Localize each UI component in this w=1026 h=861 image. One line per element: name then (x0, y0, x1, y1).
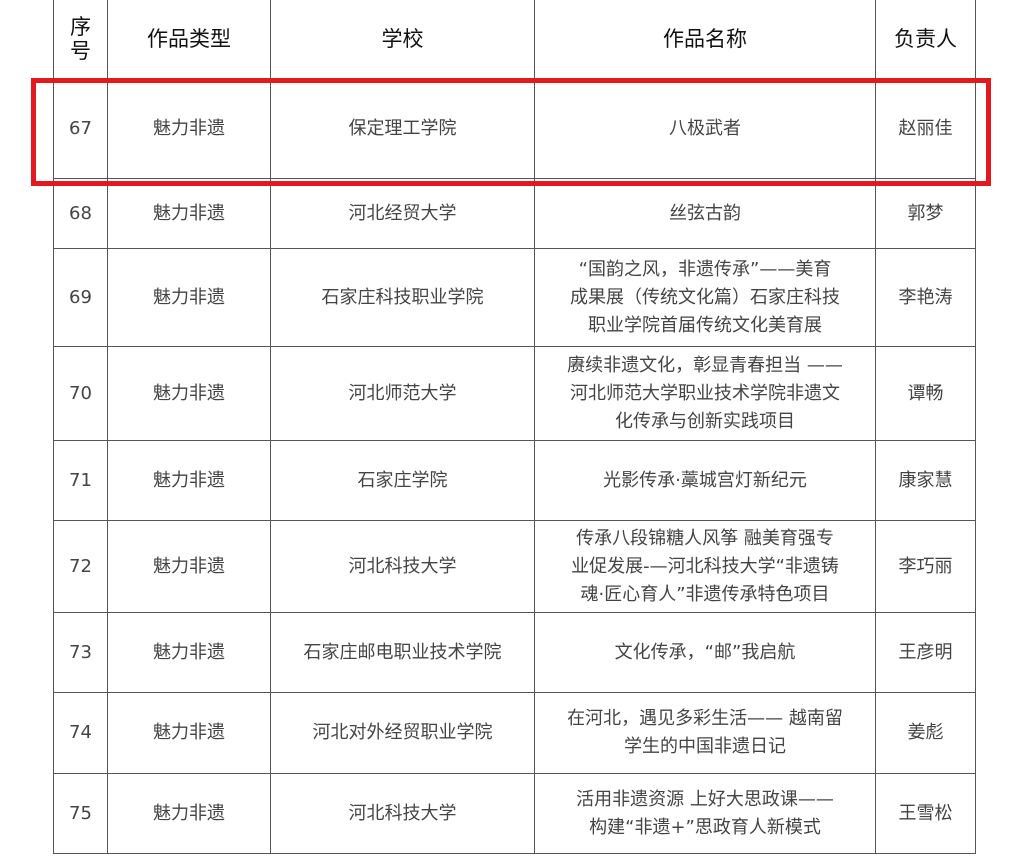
cell-owner: 康家慧 (875, 440, 976, 521)
header-school: 学校 (270, 0, 535, 79)
table-row: 68 魅力非遗 河北经贸大学 丝弦古韵 郭梦 (53, 178, 976, 249)
header-seq: 序号 (53, 0, 108, 79)
cell-school: 河北科技大学 (270, 773, 535, 854)
cell-type: 魅力非遗 (107, 773, 271, 854)
cell-school: 河北经贸大学 (270, 178, 535, 249)
cell-owner: 谭畅 (875, 346, 976, 441)
cell-name: 光影传承·藁城宫灯新纪元 (534, 440, 876, 521)
header-seq-line: 号 (70, 38, 91, 63)
cell-seq: 67 (53, 78, 108, 179)
cell-owner: 王彦明 (875, 612, 976, 693)
cell-name: 活用非遗资源 上好大思政课—— 构建“非遗+”思政育人新模式 (534, 773, 876, 854)
name-line: 构建“非遗+”思政育人新模式 (589, 816, 821, 838)
cell-name: 赓续非遗文化，彰显青春担当 —— 河北师范大学职业技术学院非遗文 化传承与创新实践项… (534, 346, 876, 441)
name-line: 光影传承·藁城宫灯新纪元 (603, 469, 807, 491)
highlight-box (31, 78, 991, 186)
name-line: 丝弦古韵 (669, 202, 741, 224)
awards-table: 序号 作品类型 学校 作品名称 负责人 67 魅力非遗 保定理工学院 八极武者 赵丽佳 6… (53, 0, 976, 854)
cell-seq: 75 (53, 773, 108, 854)
table-row: 74 魅力非遗 河北对外经贸职业学院 在河北，遇见多彩生活—— 越南留 学生的中国非遗日… (53, 692, 976, 774)
cell-name: 在河北，遇见多彩生活—— 越南留 学生的中国非遗日记 (534, 692, 876, 774)
cell-type: 魅力非遗 (107, 692, 271, 774)
name-line: 在河北，遇见多彩生活—— 越南留 (567, 708, 843, 729)
cell-type: 魅力非遗 (107, 78, 271, 179)
cell-owner: 姜彪 (875, 692, 976, 774)
cell-name: 文化传承，“邮”我启航 (534, 612, 876, 693)
cell-seq: 74 (53, 692, 108, 774)
cell-owner: 王雪松 (875, 773, 976, 854)
header-seq-line: 序 (70, 14, 91, 39)
cell-seq: 69 (53, 248, 108, 347)
name-line: 传承八段锦糖人风筝 融美育强专 (576, 527, 834, 549)
cell-school: 石家庄邮电职业技术学院 (270, 612, 535, 693)
name-line: 活用非遗资源 上好大思政课—— (576, 788, 834, 810)
cell-type: 魅力非遗 (107, 440, 271, 521)
cell-type: 魅力非遗 (107, 346, 271, 441)
cell-school: 河北对外经贸职业学院 (270, 692, 535, 774)
cell-seq: 68 (53, 178, 108, 249)
name-line: 文化传承，“邮”我启航 (614, 641, 796, 663)
cell-type: 魅力非遗 (107, 612, 271, 693)
name-line: 业促发展-—河北科技大学“非遗铸 (571, 555, 839, 577)
cell-school: 河北师范大学 (270, 346, 535, 441)
cell-seq: 71 (53, 440, 108, 521)
name-line: 魂·匠心育人”非遗传承特色项目 (580, 583, 830, 605)
cell-school: 石家庄学院 (270, 440, 535, 521)
cell-seq: 72 (53, 520, 108, 613)
name-line: 化传承与创新实践项目 (615, 410, 795, 432)
name-line: 成果展（传统文化篇）石家庄科技 (570, 286, 840, 308)
header-owner: 负责人 (875, 0, 976, 79)
cell-seq: 70 (53, 346, 108, 441)
cell-owner: 李巧丽 (875, 520, 976, 613)
header-name: 作品名称 (534, 0, 876, 79)
name-line: “国韵之风，非遗传承”——美育 (578, 258, 832, 280)
table-row: 75 魅力非遗 河北科技大学 活用非遗资源 上好大思政课—— 构建“非遗+”思政育人新模… (53, 773, 976, 854)
cell-name: “国韵之风，非遗传承”——美育 成果展（传统文化篇）石家庄科技 职业学院首届传统文化… (534, 248, 876, 347)
cell-school: 石家庄科技职业学院 (270, 248, 535, 347)
cell-name: 丝弦古韵 (534, 178, 876, 249)
table-row: 71 魅力非遗 石家庄学院 光影传承·藁城宫灯新纪元 康家慧 (53, 440, 976, 521)
name-line: 职业学院首届传统文化美育展 (588, 314, 822, 336)
name-line: 八极武者 (669, 117, 741, 139)
cell-type: 魅力非遗 (107, 178, 271, 249)
cell-school: 河北科技大学 (270, 520, 535, 613)
table-row: 73 魅力非遗 石家庄邮电职业技术学院 文化传承，“邮”我启航 王彦明 (53, 612, 976, 693)
cell-seq: 73 (53, 612, 108, 693)
cell-type: 魅力非遗 (107, 248, 271, 347)
cell-owner: 李艳涛 (875, 248, 976, 347)
table-row: 70 魅力非遗 河北师范大学 赓续非遗文化，彰显青春担当 —— 河北师范大学职业技术学院… (53, 346, 976, 441)
header-type: 作品类型 (107, 0, 271, 79)
name-line: 河北师范大学职业技术学院非遗文 (570, 382, 840, 404)
header-row: 序号 作品类型 学校 作品名称 负责人 (53, 0, 976, 79)
table-row: 69 魅力非遗 石家庄科技职业学院 “国韵之风，非遗传承”——美育 成果展（传统文化篇）… (53, 248, 976, 347)
cell-name: 传承八段锦糖人风筝 融美育强专 业促发展-—河北科技大学“非遗铸 魂·匠心育人”非遗… (534, 520, 876, 613)
cell-owner: 郭梦 (875, 178, 976, 249)
cell-type: 魅力非遗 (107, 520, 271, 613)
table-row: 72 魅力非遗 河北科技大学 传承八段锦糖人风筝 融美育强专 业促发展-—河北科技大学“… (53, 520, 976, 613)
name-line: 赓续非遗文化，彰显青春担当 —— (567, 354, 843, 376)
table-row: 67 魅力非遗 保定理工学院 八极武者 赵丽佳 (53, 78, 976, 179)
name-line: 学生的中国非遗日记 (624, 736, 786, 757)
